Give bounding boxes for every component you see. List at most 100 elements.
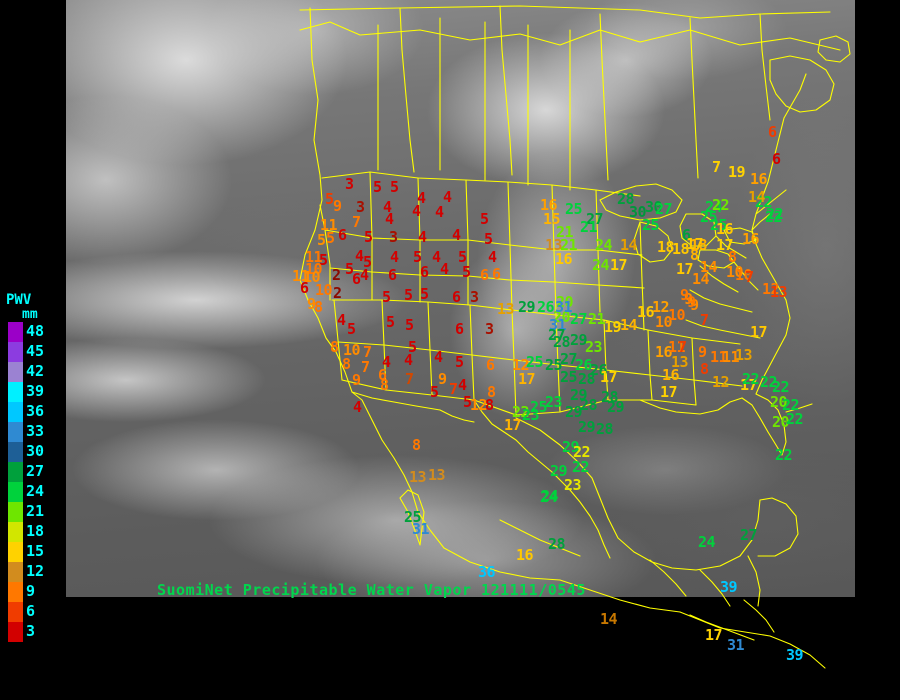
pwv-station-value: 7 [352, 213, 361, 231]
central-america-coast [679, 611, 826, 669]
pwv-station-value: 10 [315, 281, 333, 299]
pwv-station-value: 5 [408, 338, 417, 356]
pwv-station-value: 8 [700, 360, 709, 378]
pwv-station-value: 8 [690, 246, 699, 264]
pwv-station-value: 17 [660, 383, 678, 401]
pwv-station-value: 13 [671, 353, 689, 371]
pwv-station-value: 3 [356, 198, 365, 216]
pwv-station-value: 11 [292, 267, 310, 285]
pwv-station-value: 10 [726, 263, 744, 281]
pwv-station-value: 4 [337, 311, 346, 329]
pwv-station-value: 5 [458, 248, 467, 266]
pwv-station-value: 10 [668, 306, 686, 324]
pwv-station-value: 39 [720, 578, 738, 596]
pwv-station-value: 13 [735, 346, 753, 364]
pwv-station-value: 14 [620, 316, 638, 334]
central-am-border-2 [743, 599, 775, 633]
pwv-station-value: 10 [305, 260, 323, 278]
pwv-station-value: 7 [700, 311, 709, 329]
pwv-station-value: 31 [412, 520, 430, 538]
legend-label-6: 6 [26, 602, 36, 620]
pwv-station-value: 30 [645, 198, 663, 216]
pwv-station-value: 5 [325, 190, 334, 208]
pwv-station-value: 7 [361, 358, 370, 376]
pwv-station-value: 12 [512, 356, 530, 374]
pwv-station-value: 22 [765, 208, 783, 226]
pwv-station-value: 22 [775, 446, 793, 464]
pwv-station-value: 4 [434, 348, 443, 366]
pwv-station-value: 6 [492, 265, 501, 283]
pwv-station-value: 18 [690, 236, 708, 254]
pwv-station-value: 7 [712, 158, 721, 176]
pwv-station-value: 5 [463, 393, 472, 411]
pwv-station-value: 8 [330, 338, 339, 356]
pwv-station-value: 9 [684, 290, 693, 308]
pwv-station-value: 14 [700, 258, 718, 276]
pwv-station-value: 36 [478, 563, 496, 581]
pwv-station-value: 5 [420, 285, 429, 303]
pwv-station-value: 17 [716, 236, 734, 254]
pwv-station-value: 10 [303, 268, 321, 286]
legend-units-label: mm [22, 307, 38, 322]
legend-swatch-42 [8, 362, 23, 382]
legend-swatch-30 [8, 442, 23, 462]
pwv-station-value: 4 [383, 198, 392, 216]
pwv-station-value: 6 [480, 266, 489, 284]
pwv-station-value: 22 [786, 410, 804, 428]
pwv-station-value: 17 [676, 260, 694, 278]
pwv-station-value: 5 [364, 228, 373, 246]
pwv-station-value: 5 [405, 316, 414, 334]
pwv-station-value: 4 [382, 353, 391, 371]
legend-label-18: 18 [26, 522, 45, 540]
pwv-station-value: 16 [742, 230, 760, 248]
pwv-station-value: 5 [326, 229, 335, 247]
pwv-station-value: 19 [728, 163, 746, 181]
pwv-station-value: 21 [588, 310, 606, 328]
legend-swatch-21 [8, 502, 23, 522]
legend-label-42: 42 [26, 362, 45, 380]
pwv-station-value: 25 [700, 208, 718, 226]
pwv-station-value: 4 [360, 266, 369, 284]
pwv-station-value: 16 [716, 220, 734, 238]
legend-label-24: 24 [26, 482, 45, 500]
pwv-station-value: 22 [760, 373, 778, 391]
legend-swatch-27 [8, 462, 23, 482]
pwv-station-value: 23 [545, 393, 563, 411]
pwv-station-value: 3 [389, 228, 398, 246]
pwv-station-value: 4 [440, 260, 449, 278]
pwv-station-value: 29 [565, 403, 583, 421]
pwv-station-value: 25 [526, 353, 544, 371]
pwv-station-value: 7 [678, 338, 687, 356]
pwv-station-value: 12 [712, 373, 730, 391]
pwv-station-value: 29 [607, 398, 625, 416]
pwv-station-value: 7 [449, 380, 458, 398]
pwv-station-value: 23 [564, 476, 582, 494]
legend-swatch-48 [8, 322, 23, 342]
pwv-station-value: 5 [390, 178, 399, 196]
pwv-station-value: 16 [662, 366, 680, 384]
pwv-station-value: 28 [596, 420, 614, 438]
pwv-station-value: 16 [637, 303, 655, 321]
pwv-station-value: 5 [317, 231, 326, 249]
pwv-station-value: 6 [682, 226, 691, 244]
pwv-station-value: 8 [487, 383, 496, 401]
legend-title: PWV [6, 292, 32, 308]
pwv-station-value: 23 [522, 406, 540, 424]
legend-color-bar [8, 322, 23, 642]
pwv-station-value: 29 [570, 386, 588, 404]
pwv-station-value: 12 [470, 396, 488, 414]
pwv-station-value: 16 [655, 343, 673, 361]
pwv-station-value: 6 [300, 279, 309, 297]
pwv-station-value: 9 [333, 197, 342, 215]
legend-swatch-18 [8, 522, 23, 542]
pwv-station-value: 21 [580, 218, 598, 236]
pwv-station-value: 26 [590, 361, 608, 379]
pwv-station-value: 25 [404, 508, 422, 526]
pwv-station-value: 17 [504, 416, 522, 434]
pwv-station-value: 12 [652, 298, 670, 316]
pwv-station-value: 16 [555, 250, 573, 268]
pwv-station-value: 6 [768, 123, 777, 141]
pwv-colorbar-legend: PWV mm 48 45 42 39 36 33 30 27 24 21 18 15 12 9 6 3 [0, 292, 66, 647]
pwv-station-value: 9 [687, 293, 696, 311]
